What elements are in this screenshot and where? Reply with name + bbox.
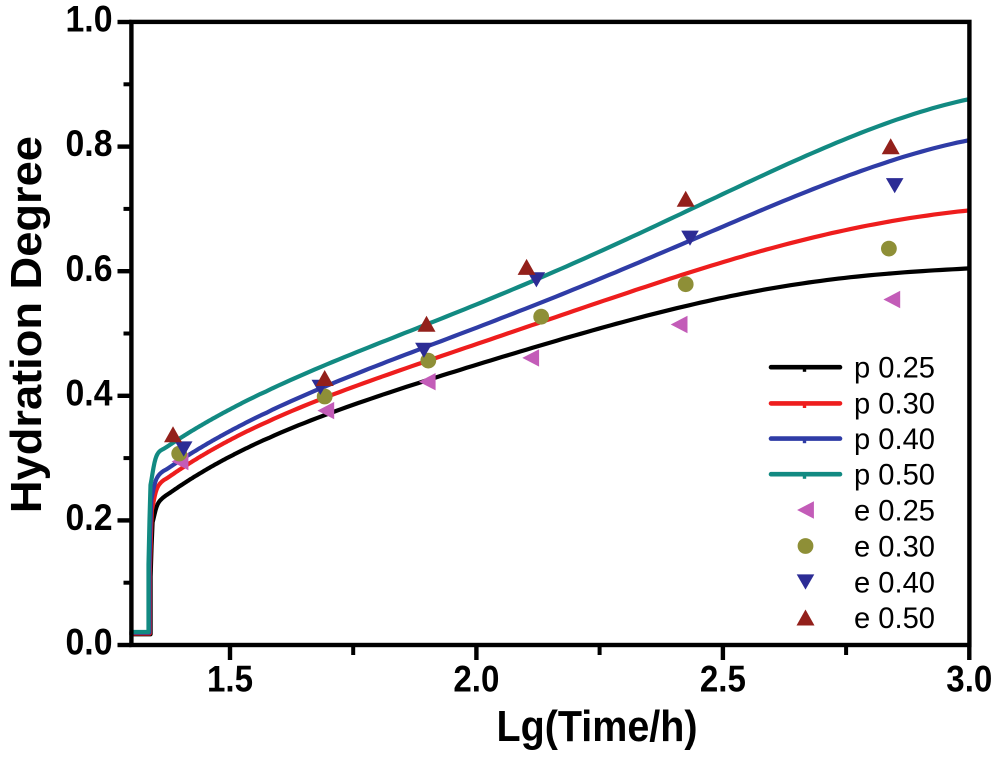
svg-text:p 0.30: p 0.30 [854,388,935,421]
svg-text:0.4: 0.4 [66,372,113,413]
svg-text:2.0: 2.0 [453,659,499,700]
svg-text:p 0.25: p 0.25 [854,352,935,385]
svg-text:e 0.25: e 0.25 [854,494,935,527]
svg-text:1.5: 1.5 [207,659,253,700]
svg-text:Lg(Time/h): Lg(Time/h) [497,702,698,751]
svg-text:Hydration Degree: Hydration Degree [2,136,51,513]
svg-text:0.6: 0.6 [66,248,113,289]
svg-text:0.0: 0.0 [66,622,113,663]
svg-text:p 0.50: p 0.50 [854,459,935,492]
svg-text:e 0.30: e 0.30 [854,530,935,563]
svg-text:3.0: 3.0 [946,659,992,700]
svg-text:p 0.40: p 0.40 [854,423,935,456]
svg-text:2.5: 2.5 [700,659,746,700]
svg-text:0.8: 0.8 [66,123,113,164]
svg-text:e 0.40: e 0.40 [854,566,935,599]
svg-text:1.0: 1.0 [66,0,113,40]
svg-text:0.2: 0.2 [66,497,113,538]
svg-text:e 0.50: e 0.50 [854,602,935,635]
